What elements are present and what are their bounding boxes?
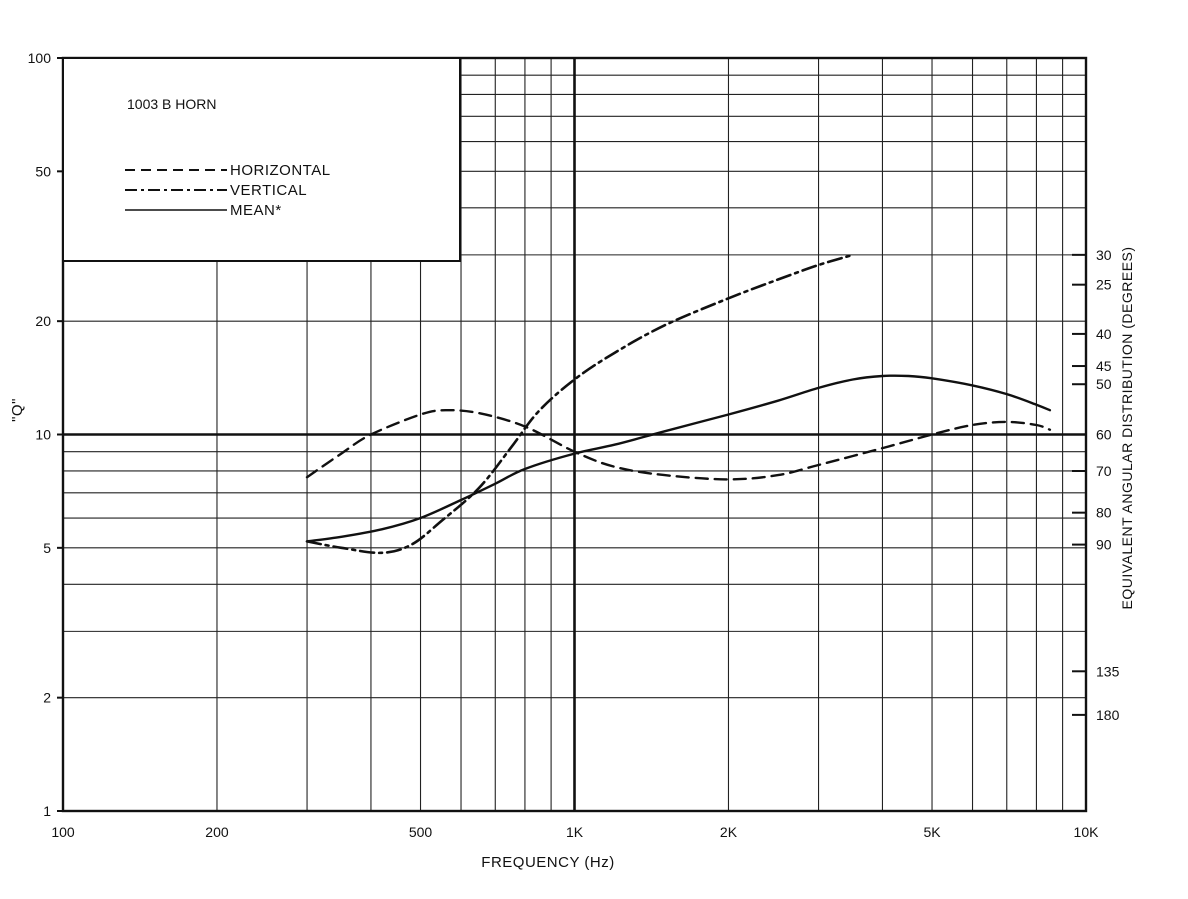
y-tick-label-5: 5 [43,540,51,556]
y-tick-label-10: 10 [35,427,51,443]
x-tick-label-500: 500 [409,824,433,840]
series-line-mean [305,374,1052,543]
y2-tick-label-80: 80 [1096,505,1112,521]
x-tick-label-100: 100 [51,824,75,840]
y2-axis-title: EQUIVALENT ANGULAR DISTRIBUTION (DEGREES… [1119,246,1135,609]
legend-label-mean: MEAN* [230,202,282,219]
y2-tick-label-135: 135 [1096,663,1120,679]
legend: 1003 B HORN HORIZONTAL VERTICAL MEAN* [62,57,461,262]
y2-tick-label-50: 50 [1096,376,1112,392]
chart-title: 1003 B HORN [127,96,216,112]
x-tick-label-5k: 5K [923,824,941,840]
y2-tick-label-180: 180 [1096,707,1120,723]
major-reference-lines [63,58,1086,811]
x-tick-label-10k: 10K [1074,824,1100,840]
y-tick-label-20: 20 [35,313,51,329]
x-tick-label-2k: 2K [720,824,738,840]
y-axis-title: "Q" [9,398,26,422]
y2-tick-labels: 25 30 40 45 50 60 70 80 90 135 180 [1072,247,1120,723]
y-tick-label-100: 100 [28,50,52,66]
y2-tick-label-25: 25 [1096,277,1112,293]
legend-label-horizontal: HORIZONTAL [230,162,331,179]
x-axis-title: FREQUENCY (Hz) [481,854,614,871]
y2-tick-label-70: 70 [1096,463,1112,479]
legend-background [62,57,461,262]
x-tick-labels: 100 200 500 1K 2K 5K 10K [51,824,1099,840]
y2-tick-label-90: 90 [1096,537,1112,553]
y2-tick-label-60: 60 [1096,427,1112,443]
y-tick-label-2: 2 [43,690,51,706]
y2-tick-label-40: 40 [1096,326,1112,342]
legend-label-vertical: VERTICAL [230,182,307,199]
x-tick-label-200: 200 [205,824,229,840]
series-line-vertical [305,253,855,555]
x-tick-label-1k: 1K [566,824,584,840]
y-tick-label-50: 50 [35,163,51,179]
y-tick-labels: 1 2 5 10 20 50 100 [28,50,63,819]
y2-tick-label-30: 30 [1096,247,1112,263]
y2-tick-label-45: 45 [1096,358,1112,374]
series-line-horizontal [305,408,1052,481]
y-tick-label-1: 1 [43,803,51,819]
series-layer [305,253,1052,555]
